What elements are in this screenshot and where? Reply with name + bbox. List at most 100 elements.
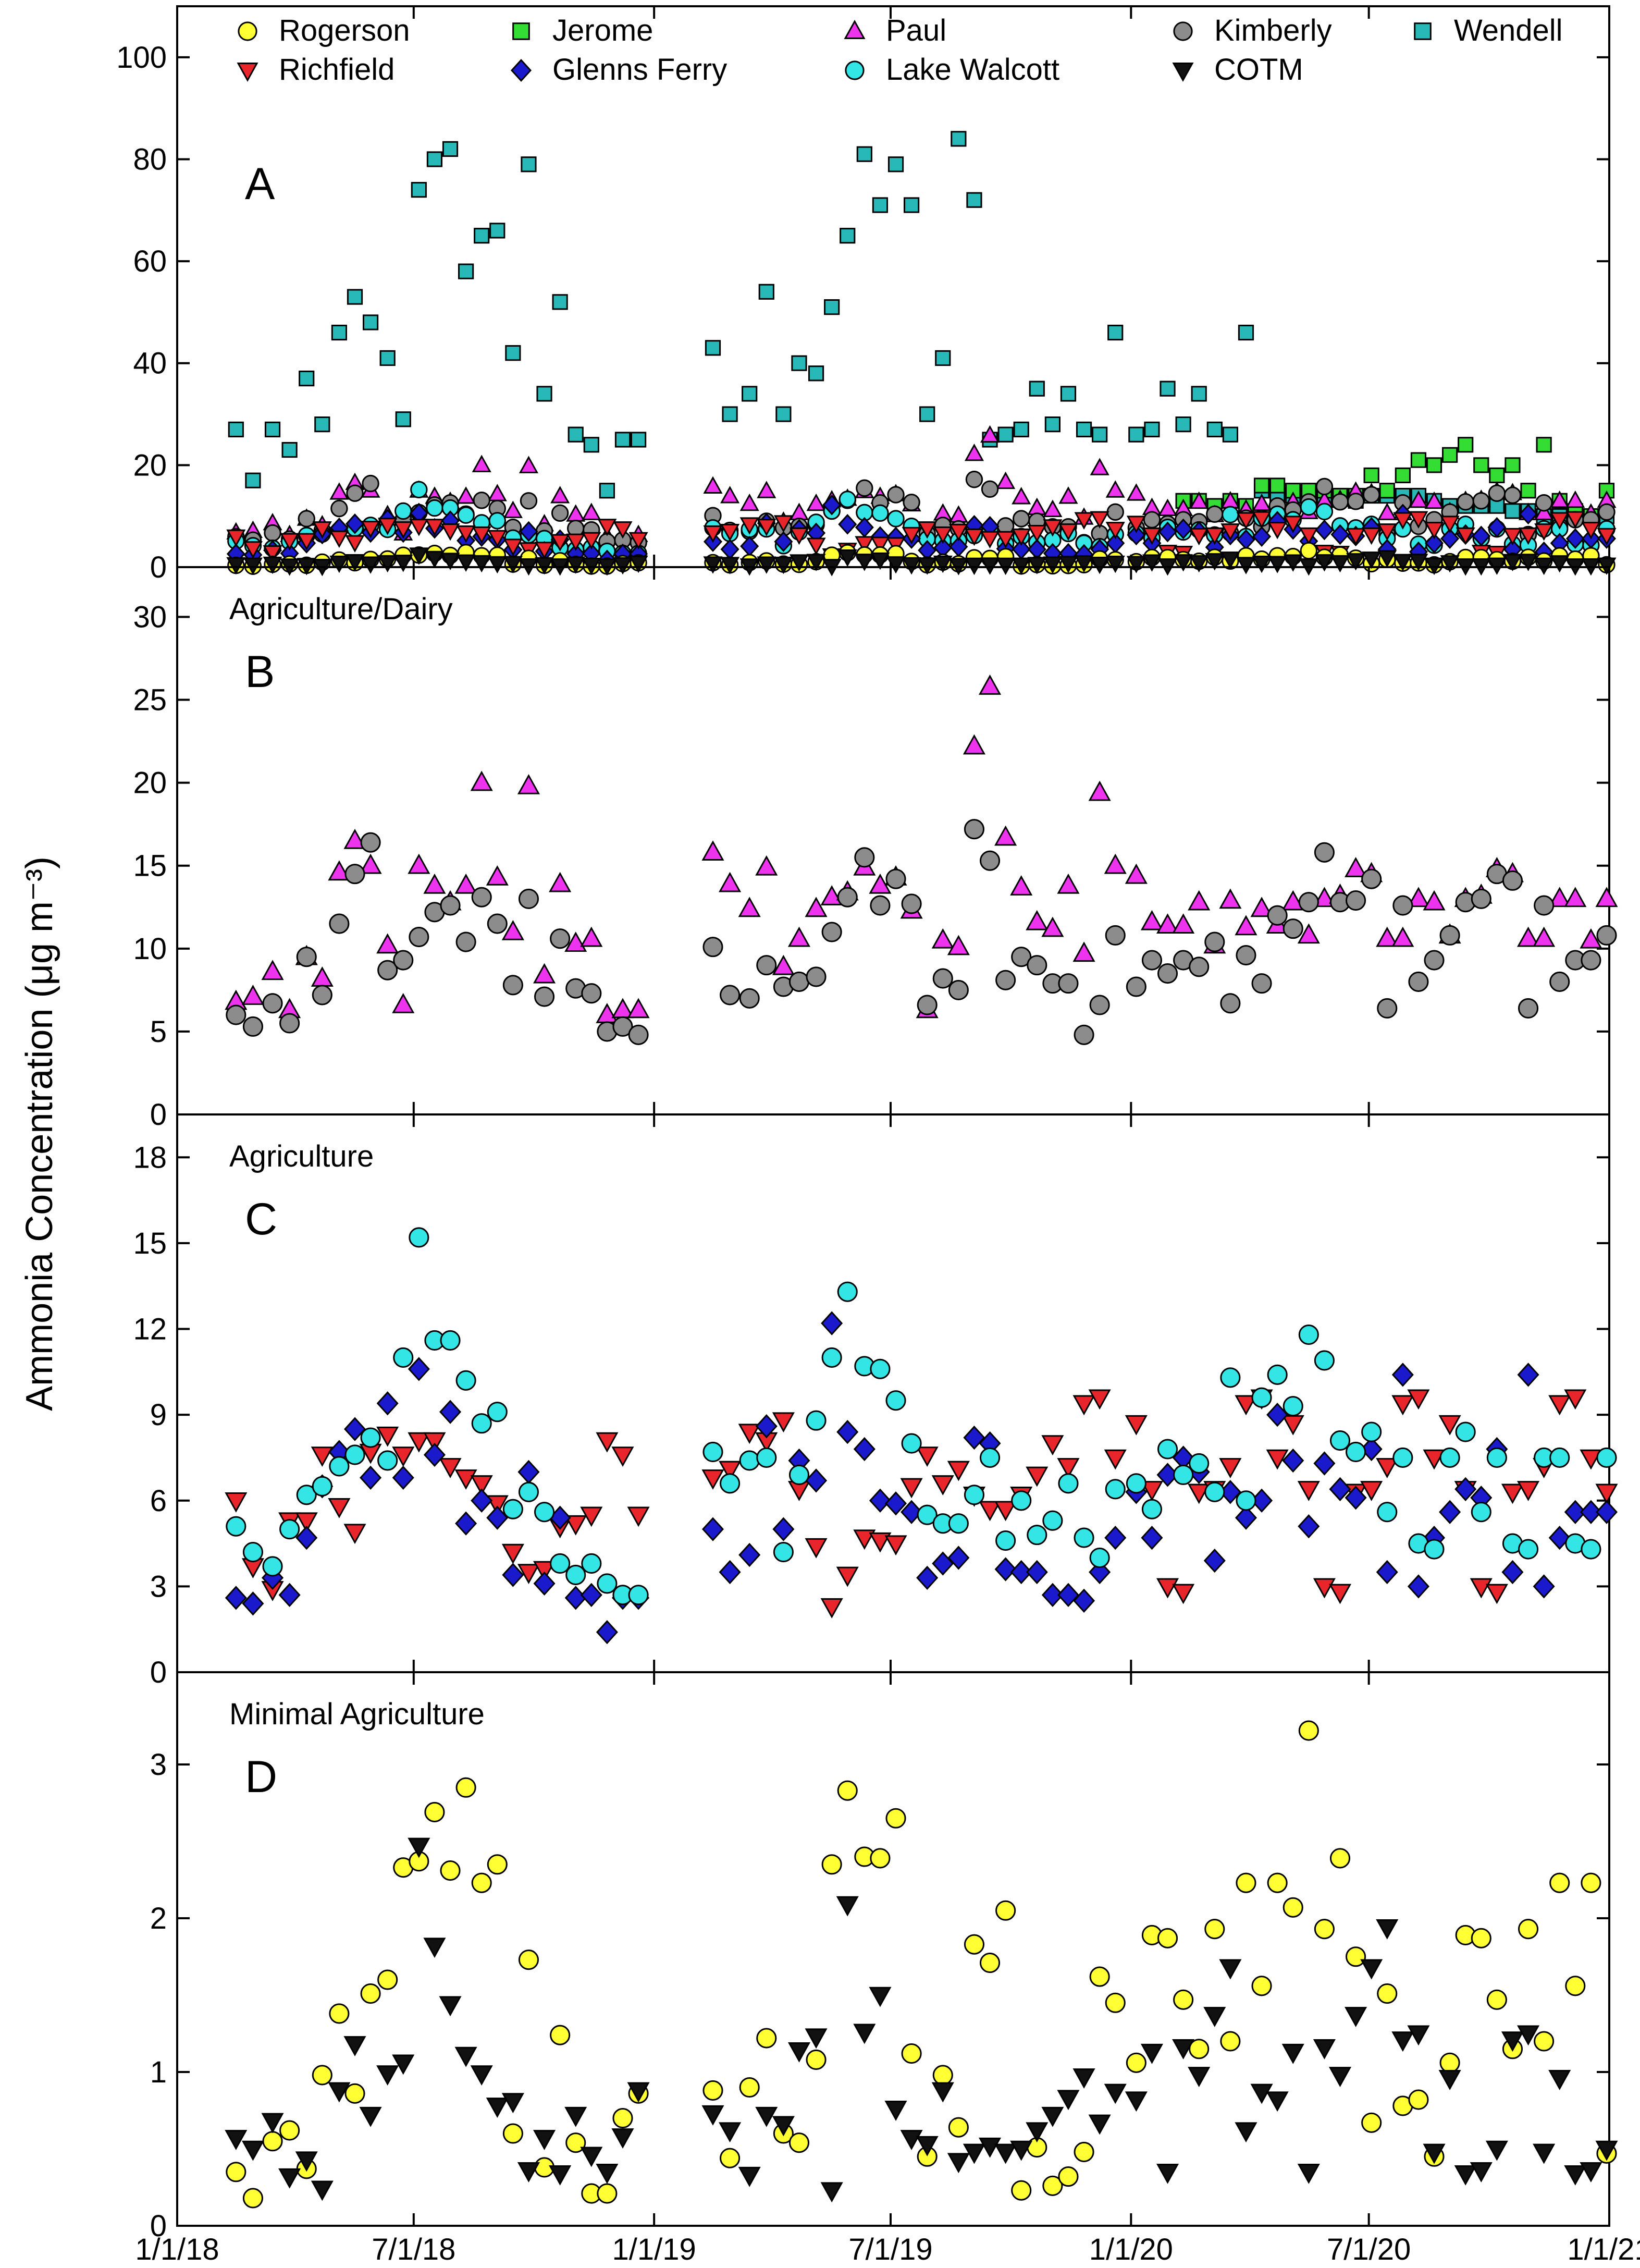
data-point-kimberly	[262, 993, 283, 1014]
data-point-paul	[1126, 483, 1146, 501]
data-point-paul	[1041, 916, 1064, 937]
data-point-wendell	[489, 223, 505, 239]
y-tick-label: 0	[150, 550, 167, 584]
data-point-lake-walcott	[550, 1553, 571, 1574]
data-point-richfield	[738, 1424, 761, 1444]
data-point-wendell	[919, 406, 935, 422]
data-point-jerome	[1269, 477, 1286, 494]
data-point-glenns-ferry	[533, 1571, 556, 1596]
data-point-richfield	[328, 1498, 351, 1518]
data-point-richfield	[917, 521, 937, 539]
data-point-glenns-ferry	[345, 513, 365, 534]
data-point-kimberly	[1502, 870, 1523, 891]
data-point-rogerson	[1314, 1919, 1335, 1940]
data-point-cotm	[1252, 555, 1272, 573]
data-point-wendell	[614, 432, 631, 448]
data-point-glenns-ferry	[242, 1591, 264, 1616]
y-tick-label: 20	[133, 448, 167, 482]
data-point-glenns-ferry	[455, 1511, 477, 1536]
data-point-wendell	[1013, 421, 1029, 437]
data-point-richfield	[295, 1512, 318, 1533]
data-point-paul	[980, 425, 1000, 443]
data-point-kimberly	[551, 504, 569, 522]
legend-item-kimberly: Kimberly	[1173, 14, 1332, 47]
data-point-wendell	[887, 156, 904, 173]
data-point-cotm	[1281, 2043, 1304, 2064]
data-point-glenns-ferry	[502, 1563, 524, 1587]
data-point-kimberly	[279, 1013, 300, 1034]
data-point-rogerson	[1534, 2031, 1555, 2052]
data-point-lake-walcott	[1157, 1439, 1178, 1460]
data-point-richfield	[836, 1566, 859, 1587]
data-point-paul	[1376, 926, 1399, 947]
data-point-kimberly	[226, 1004, 246, 1025]
data-point-kimberly	[1535, 494, 1553, 512]
data-point-cotm	[870, 552, 890, 570]
legend-label-richfield: Richfield	[279, 53, 394, 87]
data-point-richfield	[1409, 511, 1428, 529]
data-point-paul	[472, 455, 491, 472]
data-point-cotm	[1267, 556, 1287, 573]
data-point-glenns-ferry	[719, 1560, 741, 1585]
data-point-lake-walcott	[377, 1450, 398, 1471]
data-point-cotm	[1393, 554, 1413, 572]
data-point-glenns-ferry	[901, 1500, 923, 1524]
data-point-paul	[261, 960, 284, 980]
data-point-wendell	[442, 141, 459, 157]
data-point-richfield	[503, 538, 523, 556]
data-point-cotm	[261, 2113, 284, 2134]
data-point-cotm	[1090, 556, 1109, 574]
data-point-lake-walcott	[1173, 1464, 1194, 1485]
data-point-richfield	[1502, 528, 1523, 546]
data-point-paul	[720, 486, 740, 504]
data-point-lake-walcott	[242, 1541, 263, 1563]
data-point-paul	[408, 853, 430, 874]
data-point-richfield	[1090, 511, 1109, 529]
data-point-richfield	[297, 533, 316, 551]
y-axis-label: Ammonia Concentration (μg m⁻³)	[19, 856, 60, 1411]
data-point-glenns-ferry	[755, 1414, 778, 1439]
data-point-richfield	[1391, 1395, 1414, 1416]
data-point-richfield	[978, 1501, 1002, 1522]
data-point-lake-walcott	[720, 1473, 741, 1494]
data-point-glenns-ferry	[1564, 1500, 1586, 1524]
data-point-glenns-ferry	[1487, 517, 1507, 538]
data-point-paul	[627, 998, 650, 1019]
data-point-kimberly	[1408, 971, 1429, 992]
y-tick-label: 5	[150, 1015, 167, 1049]
data-point-richfield	[853, 1529, 876, 1550]
data-point-glenns-ferry	[869, 1488, 891, 1513]
data-point-lake-walcott	[1314, 1350, 1335, 1371]
data-point-glenns-ferry	[295, 1525, 318, 1550]
data-point-rogerson	[455, 1777, 476, 1798]
data-point-lake-walcott	[1267, 1364, 1288, 1385]
data-point-richfield	[996, 531, 1016, 549]
data-point-rogerson	[870, 1848, 891, 1869]
data-point-jerome	[1253, 477, 1270, 494]
data-point-wendell	[722, 406, 738, 422]
data-point-lake-walcott	[394, 502, 412, 520]
data-point-glenns-ferry	[836, 1419, 859, 1444]
data-point-kimberly	[932, 968, 953, 989]
data-point-rogerson	[1329, 1848, 1351, 1869]
data-point-glenns-ferry	[1235, 1505, 1257, 1530]
data-point-cotm	[1072, 2068, 1095, 2089]
data-point-cotm	[738, 2166, 761, 2187]
data-point-paul	[1409, 490, 1428, 508]
data-point-glenns-ferry	[486, 1505, 509, 1530]
data-point-glenns-ferry	[1010, 1560, 1032, 1585]
data-point-cotm	[772, 2116, 795, 2137]
data-point-richfield	[703, 525, 723, 543]
data-point-cotm	[1058, 556, 1078, 573]
data-point-jerome	[1458, 437, 1474, 453]
data-point-richfield	[1088, 1389, 1111, 1410]
data-point-cotm	[345, 554, 365, 572]
data-point-rogerson	[1204, 1919, 1225, 1940]
data-point-paul	[1012, 487, 1031, 505]
data-point-kimberly	[739, 988, 760, 1009]
y-tick-label: 40	[133, 347, 167, 381]
data-point-kimberly	[979, 850, 1001, 871]
data-point-kimberly	[1157, 963, 1178, 984]
data-point-glenns-ferry	[1360, 1437, 1383, 1462]
data-point-cotm	[1266, 2091, 1289, 2112]
